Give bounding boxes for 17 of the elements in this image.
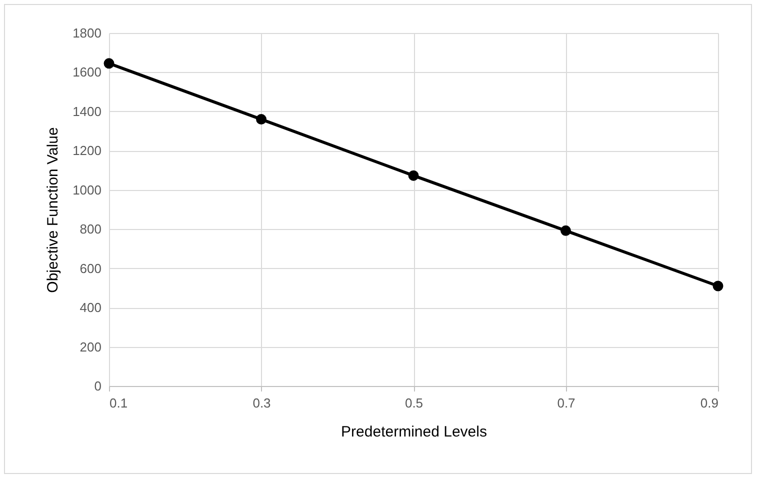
x-axis-title: Predetermined Levels [341, 424, 487, 440]
x-tick-label: 0.5 [404, 396, 424, 410]
x-tick-label: 0.3 [252, 396, 271, 410]
y-tick-label: 1800 [72, 26, 102, 40]
y-tick-label: 1200 [72, 143, 102, 158]
y-tick-label: 1400 [72, 104, 102, 119]
y-tick-label: 400 [80, 300, 102, 316]
y-tick-label: 1600 [72, 64, 102, 80]
x-tick-label: 0.9 [700, 396, 718, 410]
x-tick-label: 0.7 [557, 396, 576, 410]
x-tick-label: 0.1 [110, 396, 128, 410]
y-tick-label: 1000 [72, 182, 102, 198]
y-tick-label: 600 [80, 260, 102, 276]
y-axis-title: Objective Function Value [44, 127, 62, 293]
y-tick-label: 800 [80, 222, 102, 237]
y-tick-label: 200 [80, 339, 102, 354]
y-tick-label: 0 [94, 378, 102, 394]
